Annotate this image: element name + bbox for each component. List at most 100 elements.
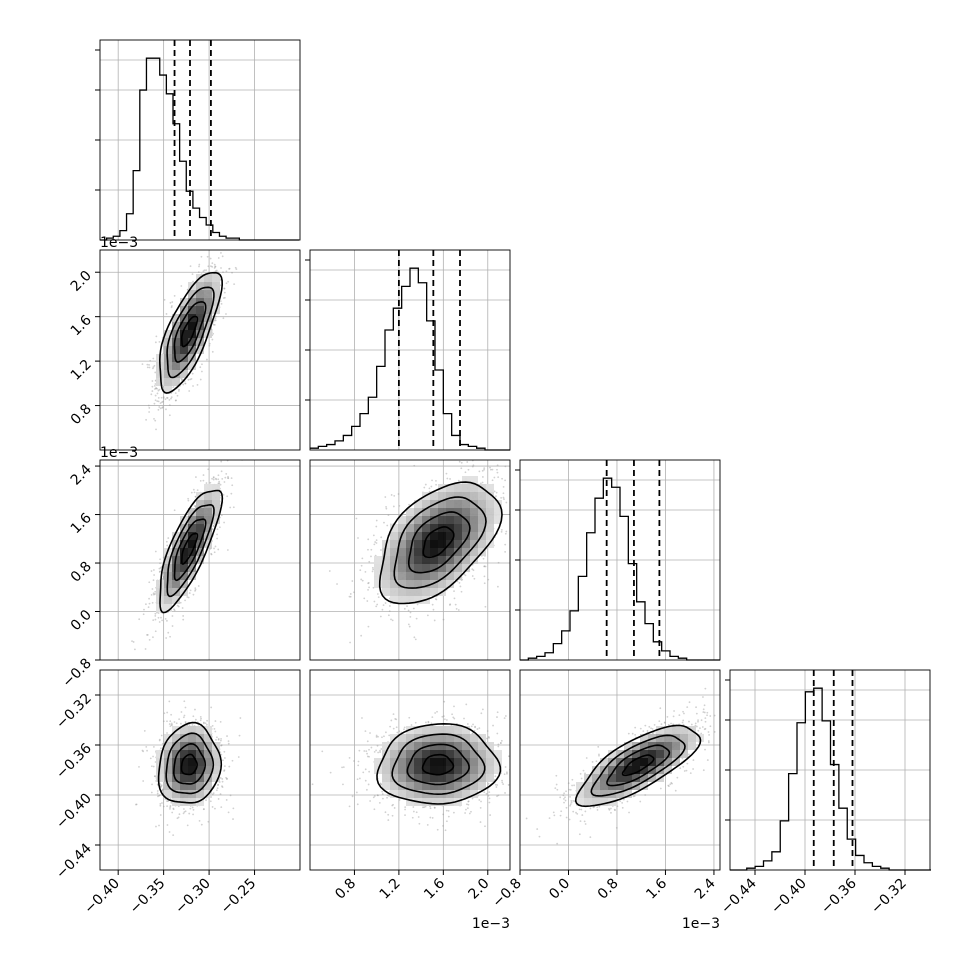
scatter-point <box>157 400 160 403</box>
density-cell <box>576 790 584 798</box>
scatter-point <box>211 262 214 265</box>
scatter-point <box>487 782 490 785</box>
scatter-point <box>142 750 145 753</box>
scatter-point <box>682 719 685 722</box>
density-cell <box>172 322 180 330</box>
scatter-point <box>702 708 705 711</box>
scatter-point <box>415 811 418 814</box>
scatter-point <box>362 771 365 774</box>
scatter-point <box>467 803 470 806</box>
scatter-point <box>192 385 194 387</box>
scatter-point <box>178 388 180 391</box>
scatter-point <box>376 794 379 797</box>
scatter-point <box>152 619 155 622</box>
scatter-point <box>171 615 174 617</box>
scatter-point <box>161 788 164 791</box>
scatter-point <box>154 618 157 621</box>
scatter-point <box>699 727 701 730</box>
scatter-point <box>616 805 619 808</box>
scatter-point <box>478 470 481 473</box>
scatter-point <box>198 265 200 268</box>
scatter-point <box>342 766 345 768</box>
scatter-point <box>230 492 233 495</box>
scatter-point <box>391 814 394 817</box>
scatter-point <box>562 794 565 797</box>
scatter-point <box>388 610 391 613</box>
scatter-point <box>433 806 436 809</box>
scatter-point <box>221 786 224 789</box>
density-cell <box>462 734 470 742</box>
density-cell <box>462 758 470 766</box>
scatter-point <box>177 605 180 608</box>
density-cell <box>422 734 430 742</box>
contour <box>172 742 207 785</box>
scatter-point <box>455 608 458 610</box>
scatter-point <box>578 808 581 811</box>
density-cell <box>382 580 390 588</box>
scatter-point <box>598 753 600 756</box>
scatter-point <box>457 609 460 611</box>
scatter-point <box>138 765 140 768</box>
density-cell <box>414 508 422 516</box>
scatter-point <box>357 764 360 767</box>
scatter-point <box>418 822 421 825</box>
density-cell <box>188 362 196 370</box>
density-cell <box>430 572 438 580</box>
scatter-point <box>554 787 557 790</box>
contour <box>173 518 207 582</box>
scatter-point <box>367 625 370 628</box>
density-cell <box>188 766 196 774</box>
scatter-point <box>211 338 214 341</box>
density-cell <box>406 508 414 516</box>
density-cell <box>576 782 584 790</box>
scatter-point <box>569 803 572 806</box>
scatter-point <box>506 771 508 774</box>
density-cell <box>188 532 196 540</box>
scatter-point <box>219 483 222 486</box>
density-cell <box>414 726 422 734</box>
density-cell <box>470 540 478 548</box>
scatter-point <box>563 792 566 795</box>
scatter-point <box>387 819 390 821</box>
scatter-point <box>154 394 157 397</box>
density-cell <box>688 734 696 742</box>
scatter-point <box>453 590 455 593</box>
scatter-point <box>363 597 366 600</box>
scatter-point <box>349 641 352 644</box>
scatter-point <box>413 464 416 467</box>
density-cell <box>664 750 672 758</box>
scatter-point <box>358 777 361 780</box>
scatter-point <box>210 553 213 556</box>
scatter-point <box>141 363 144 366</box>
scatter-point <box>487 736 490 738</box>
scatter-point <box>161 742 164 745</box>
scatter-point <box>165 637 168 639</box>
density-cell <box>454 548 462 556</box>
scatter-point <box>695 725 698 728</box>
scatter-point <box>706 759 709 761</box>
scatter-point <box>553 814 556 817</box>
density-cell <box>486 500 494 508</box>
scatter-point <box>213 324 216 326</box>
scatter-point <box>167 537 170 539</box>
scatter-point <box>492 724 494 727</box>
scatter-point <box>221 778 224 780</box>
scatter-point <box>189 378 192 381</box>
x-tick-label: 0.8 <box>332 876 359 903</box>
density-cell <box>430 516 438 524</box>
pair-panel <box>525 687 716 845</box>
scatter-point <box>570 800 573 802</box>
density-cell <box>414 572 422 580</box>
scatter-point <box>488 736 490 739</box>
density-cell <box>624 766 632 774</box>
scatter-point <box>200 717 202 720</box>
scatter-point <box>355 791 358 794</box>
scatter-point <box>473 577 476 580</box>
scatter-point <box>367 548 369 551</box>
scatter-point <box>164 398 167 401</box>
scatter-point <box>228 267 231 270</box>
scatter-point <box>713 731 716 733</box>
density-cell <box>212 774 220 782</box>
density-cell <box>616 774 624 782</box>
scatter-point <box>463 717 465 720</box>
